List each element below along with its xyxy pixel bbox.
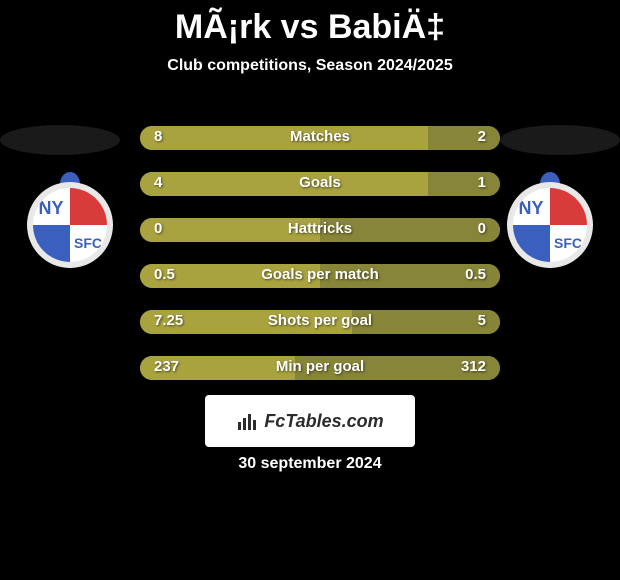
bar-label: Hattricks xyxy=(140,220,500,237)
bar-value-right: 2 xyxy=(478,128,486,145)
svg-text:NY: NY xyxy=(518,198,543,218)
player-oval-right xyxy=(500,125,620,155)
bar-label: Min per goal xyxy=(140,358,500,375)
bar-value-right: 0 xyxy=(478,220,486,237)
page-title: MÃ¡rk vs BabiÄ‡ xyxy=(0,0,620,47)
svg-text:SFC: SFC xyxy=(554,235,582,251)
bar-label: Shots per goal xyxy=(140,312,500,329)
date-label: 30 september 2024 xyxy=(0,455,620,473)
bar-value-right: 1 xyxy=(478,174,486,191)
bar-label: Matches xyxy=(140,128,500,145)
bar-value-right: 5 xyxy=(478,312,486,329)
bar-label: Goals per match xyxy=(140,266,500,283)
bar-value-right: 312 xyxy=(461,358,486,375)
chart-icon xyxy=(236,410,258,432)
club-badge-right: NY SFC xyxy=(500,170,600,270)
stat-bar: Goals per match0.5 0.5 xyxy=(140,264,500,288)
stat-bar: Goals4 1 xyxy=(140,172,500,196)
bar-value-left: 0.5 xyxy=(154,266,175,283)
bar-value-left: 237 xyxy=(154,358,179,375)
stat-bar: Matches8 2 xyxy=(140,126,500,150)
fctables-watermark: FcTables.com xyxy=(205,395,415,447)
player-oval-left xyxy=(0,125,120,155)
bar-value-right: 0.5 xyxy=(465,266,486,283)
fctables-label: FcTables.com xyxy=(264,411,383,432)
comparison-bars: Matches8 2 Goals4 1 Hattricks0 0 Goals per mat… xyxy=(140,126,500,402)
stat-bar: Hattricks0 0 xyxy=(140,218,500,242)
stat-bar: Min per goal237 312 xyxy=(140,356,500,380)
subtitle: Club competitions, Season 2024/2025 xyxy=(0,57,620,75)
badge-letters-top: NY xyxy=(38,198,63,218)
club-badge-left: NY SFC xyxy=(20,170,120,270)
bar-value-left: 7.25 xyxy=(154,312,183,329)
bar-value-left: 8 xyxy=(154,128,162,145)
bar-label: Goals xyxy=(140,174,500,191)
stat-bar: Shots per goal7.25 5 xyxy=(140,310,500,334)
bar-value-left: 4 xyxy=(154,174,162,191)
bar-value-left: 0 xyxy=(154,220,162,237)
badge-letters-bottom: SFC xyxy=(74,235,102,251)
